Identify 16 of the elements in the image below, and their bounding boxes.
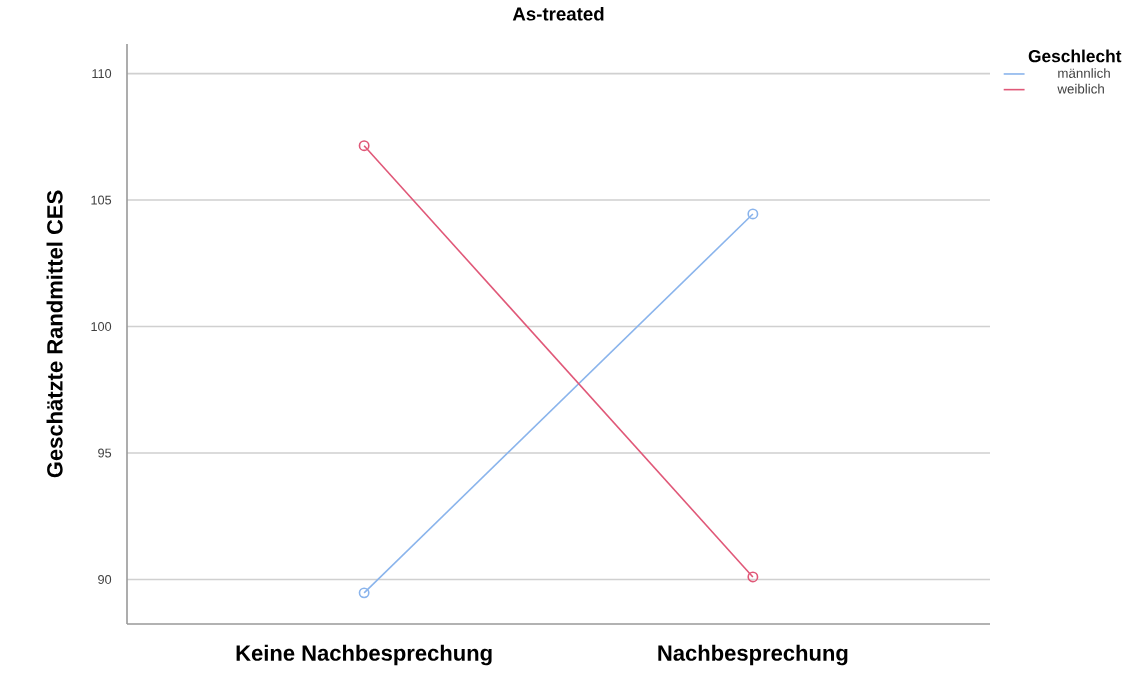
y-tick-label: 105 [91,195,112,205]
y-tick-label: 100 [91,322,112,332]
x-tick-label: Nachbesprechung [658,644,848,666]
point [358,587,370,599]
text: männlich [1058,68,1110,78]
point [747,208,759,220]
point [747,571,759,583]
y-tick-label: 95 [98,448,112,458]
x-tick-label: Keine Nachbesprechung [236,644,492,666]
y-axis-title: Geschätzte Randmittel CES [46,190,63,478]
chart-title: As-treated [512,6,604,21]
y-tick-label: 90 [98,574,112,584]
legend-title: Geschlecht [1028,49,1122,63]
text: weiblich [1057,83,1104,94]
point [358,140,370,152]
y-tick-label: 110 [92,69,112,79]
